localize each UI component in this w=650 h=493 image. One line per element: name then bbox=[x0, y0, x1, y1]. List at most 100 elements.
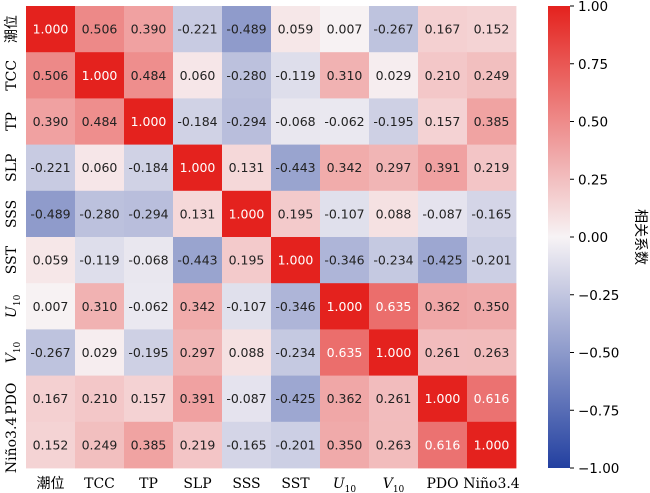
y-tick-label: U10 bbox=[4, 294, 23, 318]
y-tick-label: V10 bbox=[4, 341, 23, 363]
heatmap-cell bbox=[369, 375, 419, 423]
cell-value-label: 0.310 bbox=[327, 68, 363, 83]
y-tick-label: SSS bbox=[4, 200, 20, 228]
y-tick-label: SST bbox=[4, 245, 20, 274]
heatmap-cell bbox=[124, 375, 174, 423]
cell-value-label: 0.484 bbox=[131, 68, 167, 83]
cell-value-label: 0.350 bbox=[474, 299, 510, 314]
cell-value-label: 0.263 bbox=[474, 345, 510, 360]
cell-value-label: 0.484 bbox=[82, 114, 118, 129]
heatmap-cell bbox=[222, 144, 272, 192]
cell-value-label: 1.000 bbox=[425, 391, 461, 406]
heatmap-cell bbox=[26, 6, 76, 53]
heatmap-cell bbox=[26, 144, 76, 192]
heatmap-cell bbox=[467, 98, 517, 145]
heatmap-cell bbox=[173, 190, 223, 238]
colorbar-tick-label: 0.25 bbox=[578, 172, 608, 188]
heatmap-cell bbox=[271, 52, 321, 99]
heatmap-cell bbox=[320, 375, 370, 423]
heatmap-cell bbox=[26, 329, 76, 376]
cell-value-label: -0.267 bbox=[30, 345, 70, 360]
x-axis-tick-labels: 潮位 TCC TP SLP SSS SST U10 V10 PDO Niño3.4 bbox=[37, 476, 520, 493]
colorbar-label: 相关系数 bbox=[632, 209, 648, 265]
heatmap-cell bbox=[320, 144, 370, 192]
heatmap-cell bbox=[222, 375, 272, 423]
cell-value-label: 0.210 bbox=[425, 68, 461, 83]
colorbar-tick-label: −1.00 bbox=[578, 461, 619, 477]
heatmap-cell bbox=[75, 329, 125, 376]
cell-value-label: 0.059 bbox=[278, 22, 314, 37]
heatmap-cell bbox=[320, 6, 370, 53]
colorbar-tick-label: −0.75 bbox=[578, 403, 619, 419]
cell-value-label: -0.119 bbox=[79, 253, 119, 268]
heatmap-cell bbox=[124, 6, 174, 53]
cell-value-label: 0.219 bbox=[180, 437, 216, 452]
cell-value-label: -0.221 bbox=[30, 160, 70, 175]
x-tick-label: U10 bbox=[333, 476, 357, 493]
cell-value-label: 0.390 bbox=[131, 22, 167, 37]
heatmap-cell bbox=[320, 283, 370, 330]
heatmap-cell bbox=[271, 329, 321, 376]
heatmap-cell bbox=[26, 98, 76, 145]
heatmap-cell bbox=[369, 144, 419, 192]
heatmap-cell bbox=[124, 144, 174, 192]
y-tick-label: 潮位 bbox=[4, 15, 20, 43]
heatmap-cell bbox=[75, 375, 125, 423]
heatmap-cell bbox=[222, 237, 272, 284]
cell-value-label: 1.000 bbox=[474, 437, 510, 452]
heatmap-cell bbox=[418, 237, 468, 284]
y-tick-label: SLP bbox=[4, 154, 20, 182]
heatmap-cell bbox=[467, 52, 517, 99]
heatmap-cell bbox=[320, 190, 370, 238]
heatmap-cell bbox=[467, 375, 517, 423]
cell-value-label: 0.152 bbox=[33, 437, 69, 452]
cell-value-label: -0.346 bbox=[275, 299, 315, 314]
heatmap-cell bbox=[124, 98, 174, 145]
cell-value-label: 1.000 bbox=[327, 299, 363, 314]
cell-value-label: -0.267 bbox=[373, 22, 413, 37]
y-tick-label: TP bbox=[4, 112, 20, 131]
cell-value-label: 0.029 bbox=[376, 68, 412, 83]
cell-value-label: 0.060 bbox=[82, 160, 118, 175]
cell-value-label: -0.068 bbox=[275, 114, 315, 129]
cell-value-label: -0.346 bbox=[324, 253, 364, 268]
cell-value-label: -0.489 bbox=[226, 22, 266, 37]
heatmap-cell bbox=[75, 144, 125, 192]
cell-value-label: -0.087 bbox=[226, 391, 266, 406]
cell-value-label: 0.362 bbox=[425, 299, 461, 314]
cell-value-label: 0.195 bbox=[229, 253, 265, 268]
cell-value-label: 0.506 bbox=[82, 22, 118, 37]
cell-value-label: 0.506 bbox=[33, 68, 69, 83]
heatmap-cell bbox=[173, 144, 223, 192]
cell-value-label: 1.000 bbox=[180, 160, 216, 175]
colorbar-tick-label: 0.50 bbox=[578, 115, 608, 131]
cell-value-label: 0.263 bbox=[376, 437, 412, 452]
heatmap-cell bbox=[369, 6, 419, 53]
y-axis-tick-labels: 潮位 TCC TP SLP SSS SST U10 V10 PDO Niño3.4 bbox=[4, 15, 23, 473]
heatmap-cell bbox=[222, 52, 272, 99]
cell-value-label: 0.362 bbox=[327, 391, 363, 406]
heatmap-cell bbox=[271, 283, 321, 330]
heatmap-cell bbox=[173, 237, 223, 284]
heatmap-cell bbox=[173, 375, 223, 423]
heatmap-cell bbox=[320, 329, 370, 376]
cell-value-label: -0.280 bbox=[79, 206, 119, 221]
cell-value-label: -0.107 bbox=[324, 206, 364, 221]
cell-value-label: 0.390 bbox=[33, 114, 69, 129]
cell-value-label: 1.000 bbox=[376, 345, 412, 360]
heatmap-cells: 1.000 0.506 0.390 -0.221 -0.489 0.059 0.007 -0.… bbox=[26, 6, 517, 469]
heatmap-cell bbox=[271, 98, 321, 145]
heatmap-cell bbox=[124, 190, 174, 238]
cell-value-label: -0.280 bbox=[226, 68, 266, 83]
heatmap-cell bbox=[124, 237, 174, 284]
heatmap-cell bbox=[75, 237, 125, 284]
x-tick-label: TP bbox=[139, 476, 158, 492]
cell-value-label: 0.385 bbox=[474, 114, 510, 129]
cell-value-label: 1.000 bbox=[131, 114, 167, 129]
cell-value-label: -0.294 bbox=[128, 206, 168, 221]
heatmap-cell bbox=[26, 190, 76, 238]
cell-value-label: 0.059 bbox=[33, 253, 69, 268]
heatmap-cell bbox=[320, 421, 370, 469]
cell-value-label: 0.297 bbox=[376, 160, 412, 175]
heatmap-cell bbox=[320, 98, 370, 145]
